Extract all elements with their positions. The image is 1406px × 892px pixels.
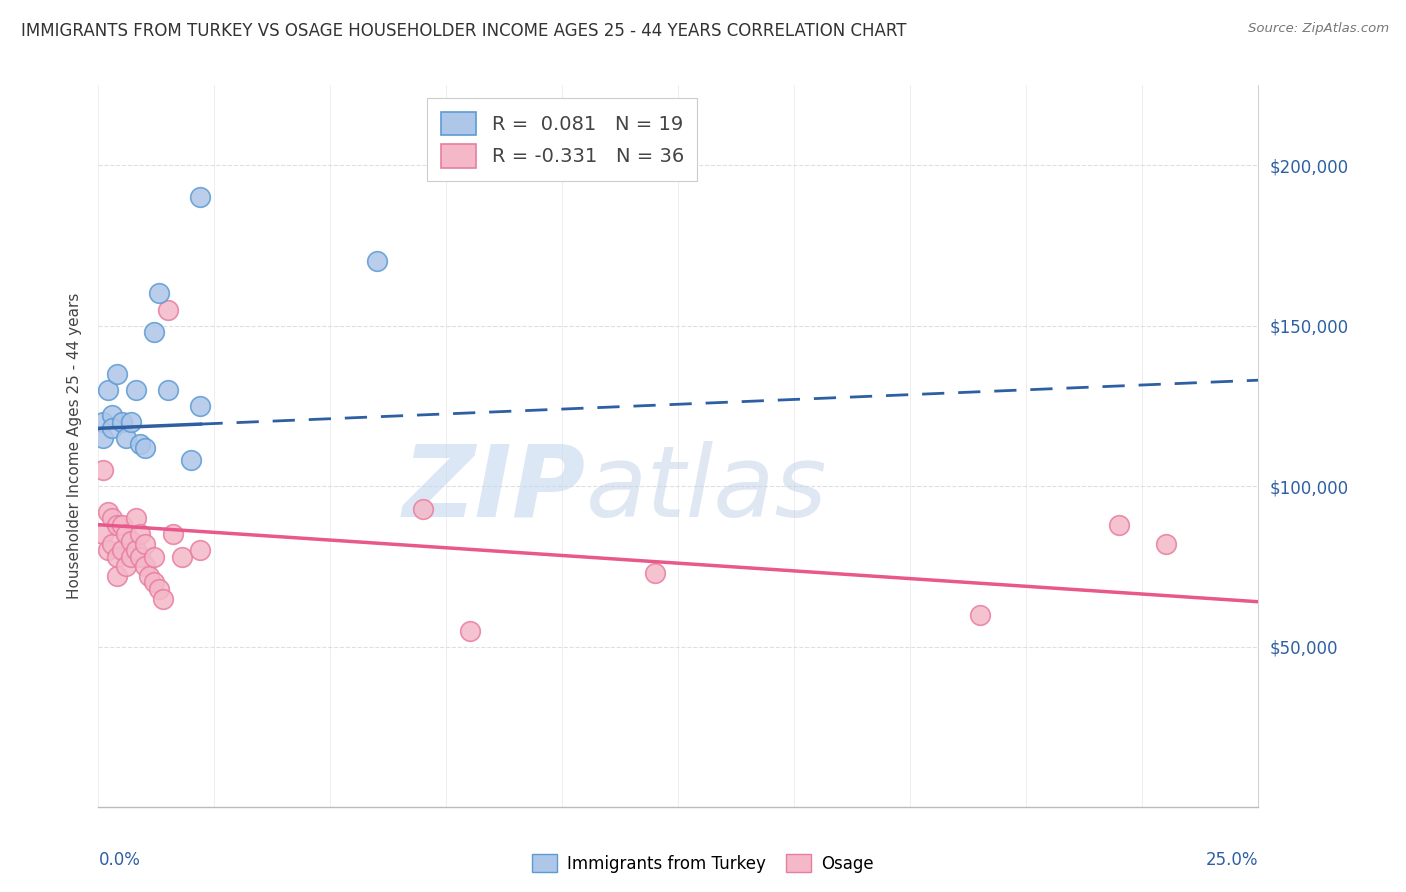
Point — [115, 559, 138, 574]
Point — [129, 527, 152, 541]
Point — [124, 511, 146, 525]
Point — [97, 383, 120, 397]
Point — [91, 431, 114, 445]
Point — [134, 441, 156, 455]
Point — [152, 591, 174, 606]
Point — [180, 453, 202, 467]
Point — [157, 383, 180, 397]
Point — [366, 254, 388, 268]
Point — [138, 569, 160, 583]
Text: atlas: atlas — [585, 441, 827, 538]
Point — [97, 505, 120, 519]
Point — [190, 543, 212, 558]
Point — [143, 325, 166, 339]
Point — [91, 527, 114, 541]
Point — [101, 421, 124, 435]
Point — [97, 543, 120, 558]
Point — [111, 415, 132, 429]
Point — [101, 511, 124, 525]
Point — [120, 533, 142, 548]
Point — [120, 415, 142, 429]
Point — [120, 549, 142, 564]
Point — [105, 517, 128, 532]
Text: ZIP: ZIP — [402, 441, 585, 538]
Point — [190, 190, 212, 204]
Point — [134, 537, 156, 551]
Point — [143, 575, 166, 590]
Point — [124, 543, 146, 558]
Point — [170, 549, 193, 564]
Point — [1108, 517, 1130, 532]
Point — [644, 566, 666, 580]
Point — [1154, 537, 1177, 551]
Legend: Immigrants from Turkey, Osage: Immigrants from Turkey, Osage — [526, 847, 880, 880]
Text: 25.0%: 25.0% — [1206, 851, 1258, 869]
Point — [143, 549, 166, 564]
Point — [458, 624, 481, 638]
Point — [91, 415, 114, 429]
Point — [105, 549, 128, 564]
Point — [162, 527, 184, 541]
Point — [190, 399, 212, 413]
Point — [111, 517, 132, 532]
Text: 0.0%: 0.0% — [98, 851, 141, 869]
Point — [111, 543, 132, 558]
Point — [101, 409, 124, 423]
Point — [124, 383, 146, 397]
Point — [129, 549, 152, 564]
Point — [101, 537, 124, 551]
Point — [157, 302, 180, 317]
Point — [148, 582, 170, 596]
Point — [115, 527, 138, 541]
Y-axis label: Householder Income Ages 25 - 44 years: Householder Income Ages 25 - 44 years — [66, 293, 82, 599]
Point — [105, 569, 128, 583]
Text: IMMIGRANTS FROM TURKEY VS OSAGE HOUSEHOLDER INCOME AGES 25 - 44 YEARS CORRELATIO: IMMIGRANTS FROM TURKEY VS OSAGE HOUSEHOL… — [21, 22, 907, 40]
Point — [148, 286, 170, 301]
Point — [105, 367, 128, 381]
Point — [129, 437, 152, 451]
Point — [969, 607, 991, 622]
Point — [91, 463, 114, 477]
Legend: R =  0.081   N = 19, R = -0.331   N = 36: R = 0.081 N = 19, R = -0.331 N = 36 — [427, 98, 697, 181]
Point — [412, 501, 434, 516]
Point — [115, 431, 138, 445]
Point — [134, 559, 156, 574]
Text: Source: ZipAtlas.com: Source: ZipAtlas.com — [1249, 22, 1389, 36]
